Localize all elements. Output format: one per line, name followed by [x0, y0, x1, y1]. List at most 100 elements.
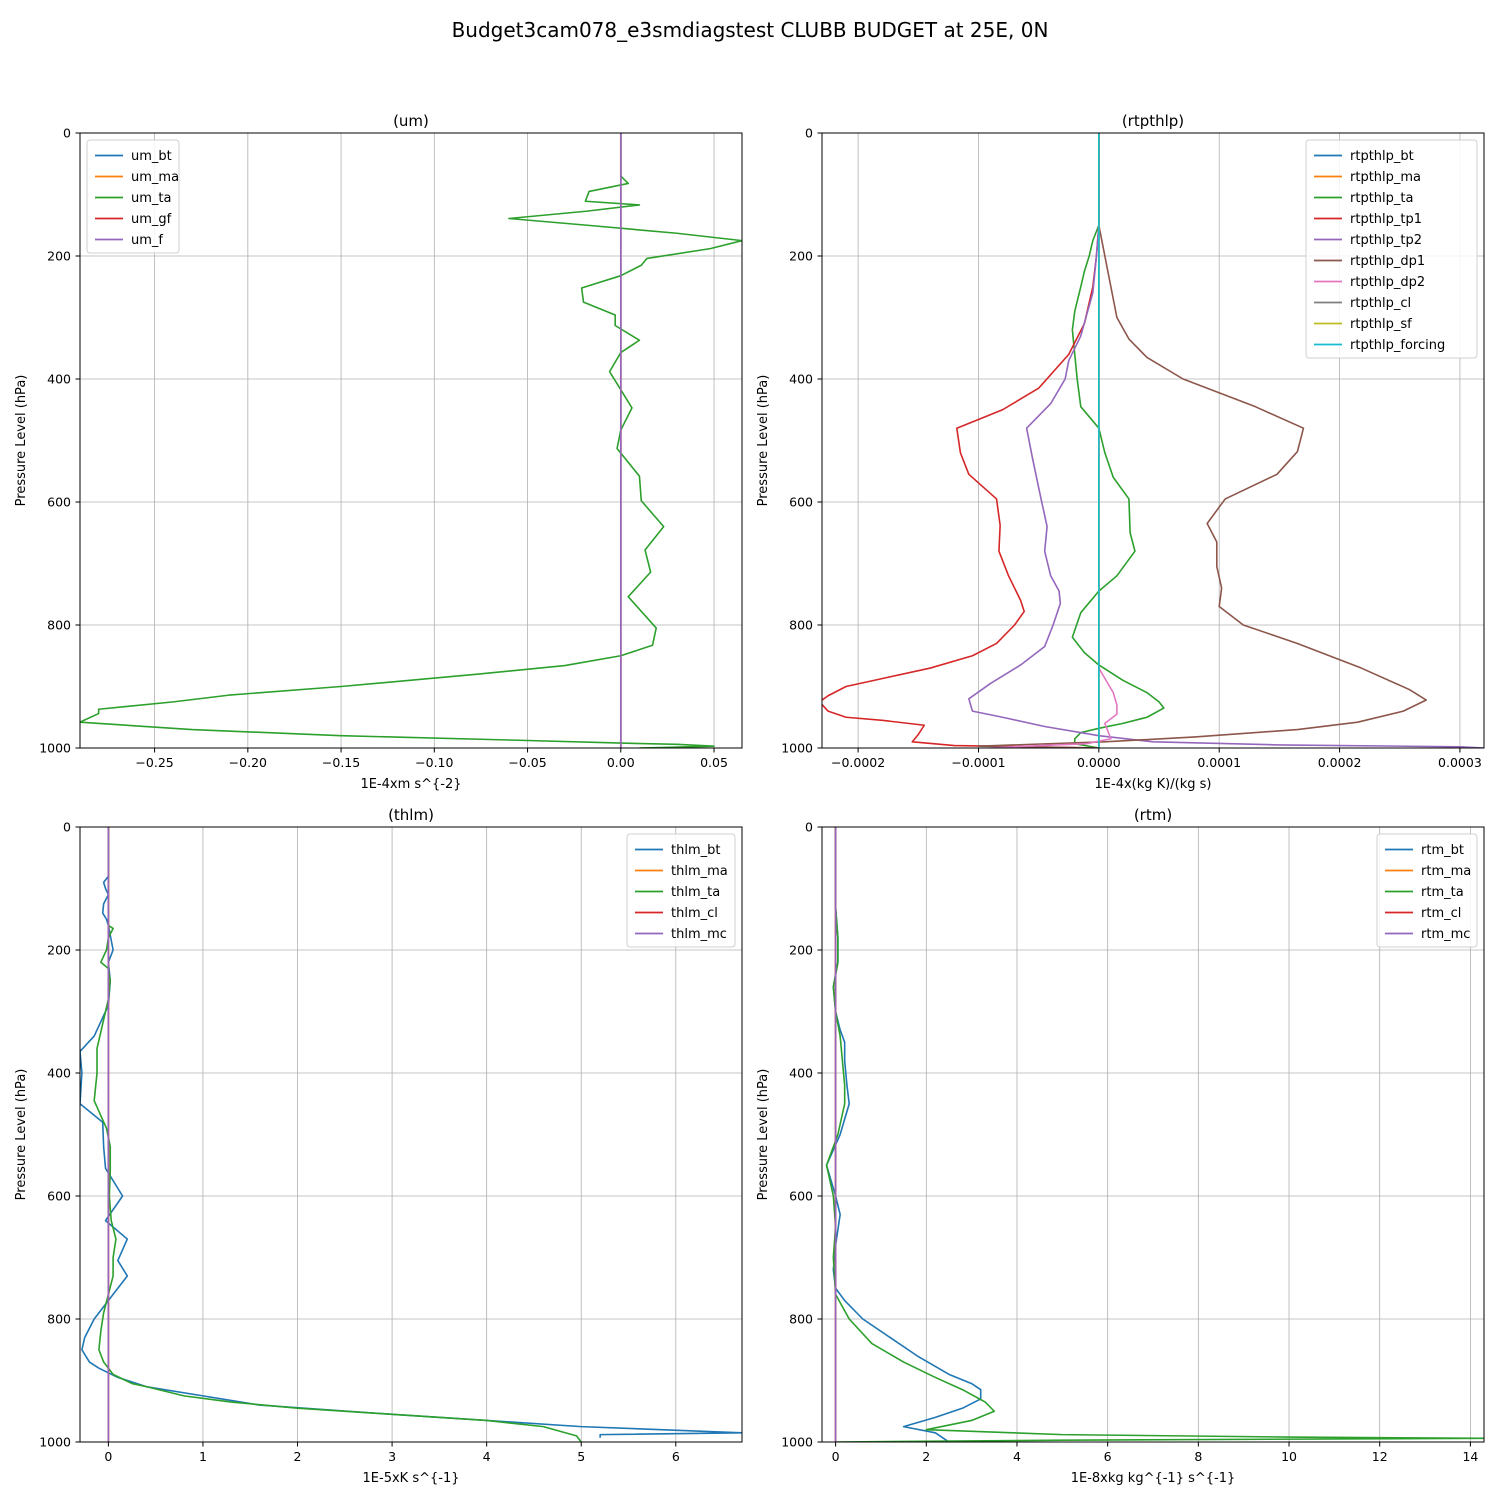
y-tick-label: 600: [47, 1189, 71, 1204]
panel-thlm: 0 1 2 3 4 5 6 0 200 400 600 800 1000 (thlm) 1E-5xK s^{…: [14, 806, 743, 1486]
x-tick-label: 0.0003: [1438, 755, 1482, 770]
legend-label-rtpthlp_ta: rtpthlp_ta: [1350, 191, 1413, 206]
legend-label-thlm_mc: thlm_mc: [671, 927, 727, 942]
legend-label-rtpthlp_tp2: rtpthlp_tp2: [1350, 233, 1422, 248]
legend-label-um_bt: um_bt: [131, 149, 172, 164]
legend-label-rtm_cl: rtm_cl: [1421, 906, 1461, 921]
series-line-rtpthlp_dp2: [990, 133, 1118, 748]
legend-um: um_bt um_ma um_ta um_gf um_f: [86, 139, 180, 254]
series-group-um: [80, 133, 742, 748]
legend-rtpthlp: rtpthlp_bt rtpthlp_ma rtpthlp_ta rtpthlp_tp…: [1305, 139, 1478, 359]
x-axis-label-rtm: 1E-8xkg kg^{-1} s^{-1}: [1071, 1471, 1236, 1486]
y-tick-label: 200: [47, 249, 71, 264]
axes-frame-rtm: [821, 826, 1485, 1443]
legend-box: [626, 833, 736, 948]
y-tick-label: 800: [789, 1312, 813, 1327]
series-group-rtpthlp: [822, 133, 1484, 748]
series-line-um_ta: [80, 133, 742, 748]
axes-frame-rtpthlp: [821, 132, 1485, 749]
panels: −0.25 −0.20 −0.15 −0.10 −0.05 0.00 0.050200400…: [14, 112, 1485, 1486]
series-line-rtpthlp_ta: [1071, 133, 1165, 748]
panel-title-thlm: (thlm): [388, 806, 434, 824]
legend-label-rtpthlp_dp2: rtpthlp_dp2: [1350, 275, 1425, 290]
y-tick-label: 800: [789, 618, 813, 633]
legend-label-um_ma: um_ma: [131, 170, 179, 185]
x-tick-label: 12: [1372, 1449, 1388, 1464]
x-tick-label: −0.0001: [951, 755, 1005, 770]
legend-label-thlm_ma: thlm_ma: [671, 864, 728, 879]
legend-label-rtm_ma: rtm_ma: [1421, 864, 1471, 879]
x-tick-label: −0.15: [322, 755, 360, 770]
legend-label-thlm_bt: thlm_bt: [671, 843, 720, 858]
x-tick-label: 6: [1104, 1449, 1112, 1464]
x-tick-label: 2: [922, 1449, 930, 1464]
x-tick-label: 0.00: [607, 755, 635, 770]
y-ticks-rtm: 0 200 400 600 800 1000: [781, 820, 822, 1450]
y-tick-label: 600: [789, 495, 813, 510]
x-tick-label: −0.0002: [831, 755, 885, 770]
series-line-rtpthlp_tp1: [822, 133, 1100, 748]
x-tick-label: −0.05: [508, 755, 546, 770]
x-tick-label: 4: [1013, 1449, 1021, 1464]
y-tick-label: 1000: [781, 1435, 813, 1450]
y-axis-label-thlm: Pressure Level (hPa): [14, 1069, 29, 1201]
panel-title-um: (um): [393, 112, 429, 130]
figure-title: Budget3cam078_e3smdiagstest CLUBB BUDGET…: [452, 18, 1049, 42]
series-group-rtm: [825, 827, 1484, 1442]
x-tick-label: 0: [832, 1449, 840, 1464]
panel-title-rtpthlp: (rtpthlp): [1122, 112, 1184, 130]
legend-rtm: rtm_bt rtm_ma rtm_ta rtm_cl rtm_mc: [1376, 833, 1478, 948]
x-tick-label: 4: [483, 1449, 491, 1464]
axes-frame-um: [79, 132, 743, 749]
legend-label-um_ta: um_ta: [131, 191, 171, 206]
x-ticks-um: −0.25 −0.20 −0.15 −0.10 −0.05 0.00 0.05: [135, 748, 728, 770]
axes-frame-thlm: [79, 826, 743, 1443]
y-tick-label: 600: [789, 1189, 813, 1204]
series-line-rtpthlp_dp1: [977, 133, 1428, 748]
legend-box: [1305, 139, 1478, 359]
x-tick-label: 0.0002: [1318, 755, 1362, 770]
x-tick-label: 2: [294, 1449, 302, 1464]
x-axis-label-um: 1E-4xm s^{-2}: [360, 777, 461, 792]
legend-label-um_f: um_f: [131, 233, 163, 248]
y-tick-label: 1000: [39, 1435, 71, 1450]
x-axis-label-rtpthlp: 1E-4x(kg K)/(kg s): [1095, 777, 1212, 792]
y-tick-label: 0: [63, 126, 71, 141]
y-tick-label: 600: [47, 495, 71, 510]
y-tick-label: 0: [805, 126, 813, 141]
x-tick-label: 0.05: [700, 755, 728, 770]
x-tick-label: −0.20: [229, 755, 267, 770]
legend-label-rtpthlp_bt: rtpthlp_bt: [1350, 149, 1414, 164]
x-tick-label: 1: [199, 1449, 207, 1464]
y-ticks-thlm: 0 200 400 600 800 1000: [39, 820, 80, 1450]
legend-label-rtm_ta: rtm_ta: [1421, 885, 1464, 900]
y-axis-label-rtpthlp: Pressure Level (hPa): [756, 375, 771, 507]
legend-label-rtpthlp_cl: rtpthlp_cl: [1350, 296, 1411, 311]
series-group-thlm: [80, 827, 742, 1442]
legend-label-rtm_mc: rtm_mc: [1421, 927, 1470, 942]
legend-label-rtpthlp_sf: rtpthlp_sf: [1350, 317, 1412, 332]
x-tick-label: 0.0001: [1197, 755, 1241, 770]
x-tick-label: 6: [672, 1449, 680, 1464]
y-tick-label: 1000: [39, 741, 71, 756]
y-tick-label: 200: [789, 249, 813, 264]
y-ticks-rtpthlp: 0 200 400 600 800 1000: [781, 126, 822, 756]
y-ticks-um: 0 200 400 600 800 1000: [39, 126, 80, 756]
panel-um: −0.25 −0.20 −0.15 −0.10 −0.05 0.00 0.05 0 200 400…: [14, 112, 743, 792]
y-tick-label: 400: [47, 1066, 71, 1081]
x-ticks-rtpthlp: −0.0002 −0.0001 0.0000 0.0001 0.0002 0.0003: [831, 748, 1482, 770]
legend-label-um_gf: um_gf: [131, 212, 172, 227]
y-tick-label: 400: [789, 372, 813, 387]
legend-box: [1376, 833, 1478, 948]
legend-label-rtpthlp_dp1: rtpthlp_dp1: [1350, 254, 1425, 269]
x-ticks-rtm: 0 2 4 6 8 10 12 14: [832, 1442, 1478, 1464]
y-tick-label: 800: [47, 1312, 71, 1327]
x-tick-label: 3: [388, 1449, 396, 1464]
legend-label-thlm_ta: thlm_ta: [671, 885, 720, 900]
y-tick-label: 200: [47, 943, 71, 958]
x-tick-label: 0: [104, 1449, 112, 1464]
y-tick-label: 800: [47, 618, 71, 633]
x-tick-label: 5: [577, 1449, 585, 1464]
